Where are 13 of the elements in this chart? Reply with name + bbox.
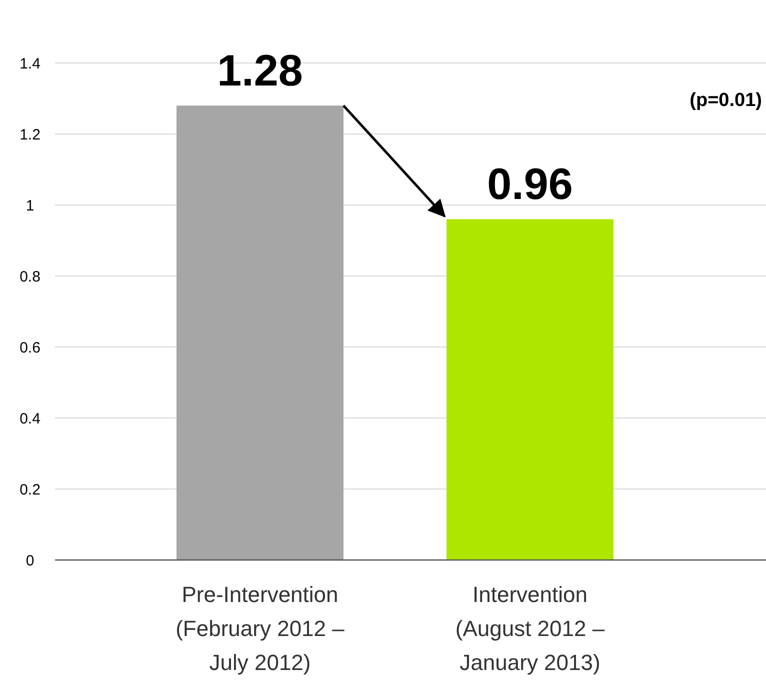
y-tick-label: 0 <box>26 552 34 570</box>
y-tick-label: 0.4 <box>20 410 40 428</box>
x-tick-label: Intervention (August 2012 – January 2013) <box>455 582 606 675</box>
annotation: (p=0.01) <box>690 90 762 111</box>
data-label: 1.28 <box>217 46 303 96</box>
y-tick-label: 1 <box>26 197 34 214</box>
data-label: 0.96 <box>487 160 573 210</box>
y-tick-label: 1.2 <box>20 126 40 144</box>
y-tick-label: 0.8 <box>20 268 40 286</box>
y-tick-label: 1.4 <box>20 55 40 72</box>
x-tick-label: Pre-Intervention (February 2012 – July 2012) <box>176 582 346 675</box>
y-tick-label: 0.2 <box>20 481 40 498</box>
y-tick-label: 0.6 <box>20 339 40 356</box>
